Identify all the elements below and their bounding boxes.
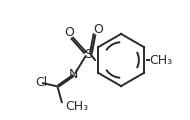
Text: O: O [93,23,103,36]
Text: N: N [69,68,78,81]
Text: Cl: Cl [35,76,47,89]
Text: CH₃: CH₃ [65,100,89,113]
Text: O: O [65,26,74,39]
Text: S: S [84,48,92,61]
Text: CH₃: CH₃ [150,54,173,66]
